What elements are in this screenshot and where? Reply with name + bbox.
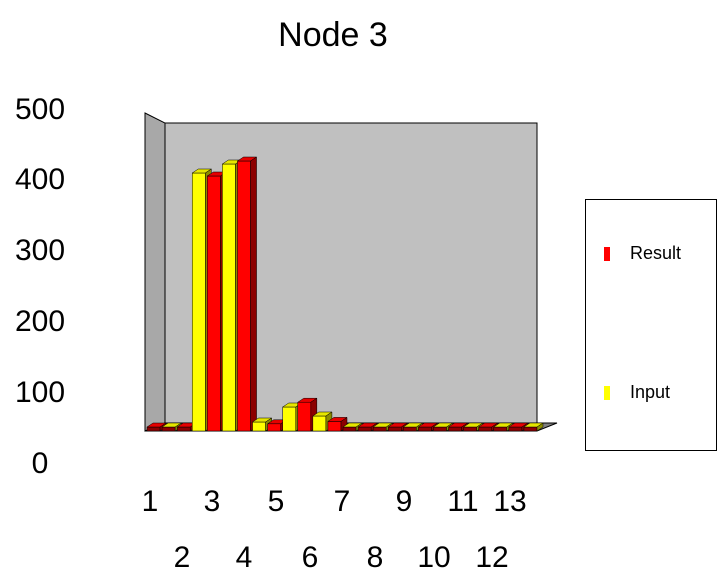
- bar-front: [433, 426, 447, 432]
- bar-front: [478, 426, 493, 432]
- bar-front: [508, 426, 523, 432]
- bar-front: [387, 426, 402, 432]
- bar-front: [342, 426, 357, 432]
- bar-front: [523, 426, 538, 432]
- legend-label-input: Input: [630, 382, 671, 402]
- y-tick-label: 400: [15, 163, 65, 196]
- bar-front: [176, 426, 191, 432]
- bar-front: [372, 426, 387, 432]
- legend-swatch-result: [604, 247, 610, 261]
- bar-front: [267, 423, 281, 432]
- bar-side: [536, 422, 544, 432]
- bar-layer: [146, 156, 544, 432]
- bar-front: [463, 426, 477, 432]
- bar-front: [237, 160, 251, 432]
- x-tick-label: 11: [447, 485, 478, 518]
- y-tick-label: 500: [15, 93, 65, 126]
- x-tick-label: 8: [367, 541, 384, 574]
- bar-front: [327, 421, 342, 432]
- bar-front: [403, 426, 417, 432]
- y-axis-ticks: 500 400 300 200 100 0: [15, 93, 65, 480]
- x-tick-label: 4: [236, 541, 253, 574]
- bar-front: [146, 426, 161, 432]
- bar-front: [282, 406, 297, 432]
- chart-title: Node 3: [278, 16, 388, 54]
- x-tick-label: 9: [396, 485, 413, 518]
- y-tick-label: 0: [32, 447, 49, 480]
- bar-front: [191, 172, 206, 432]
- side-wall: [144, 112, 166, 432]
- bar-front: [297, 401, 312, 432]
- y-tick-label: 200: [15, 305, 65, 338]
- bar-front: [207, 175, 221, 432]
- bar-front: [222, 163, 236, 432]
- x-tick-label: 12: [475, 541, 508, 574]
- x-tick-label: 7: [334, 485, 351, 518]
- y-tick-label: 100: [15, 376, 65, 409]
- bar: [523, 422, 544, 432]
- x-tick-label: 5: [268, 485, 285, 518]
- bar-side: [250, 156, 257, 432]
- bar-front: [418, 426, 432, 432]
- bar: [387, 422, 409, 432]
- x-tick-label: 13: [493, 485, 526, 518]
- bar-front: [357, 426, 372, 432]
- x-tick-label: 3: [204, 485, 221, 518]
- x-tick-label: 1: [142, 485, 159, 518]
- x-tick-label: 6: [302, 541, 319, 574]
- bar-front: [252, 421, 266, 432]
- x-tick-label: 2: [174, 541, 191, 574]
- bar-front: [312, 415, 327, 432]
- bar-front: [161, 426, 176, 432]
- bar-front: [493, 426, 508, 432]
- bar-front: [448, 426, 462, 432]
- y-tick-label: 300: [15, 234, 65, 267]
- legend-label-result: Result: [630, 243, 682, 263]
- legend: Result Input: [585, 199, 717, 451]
- legend-swatch-input: [604, 386, 610, 400]
- bar: [236, 156, 258, 432]
- x-tick-label: 10: [417, 541, 450, 574]
